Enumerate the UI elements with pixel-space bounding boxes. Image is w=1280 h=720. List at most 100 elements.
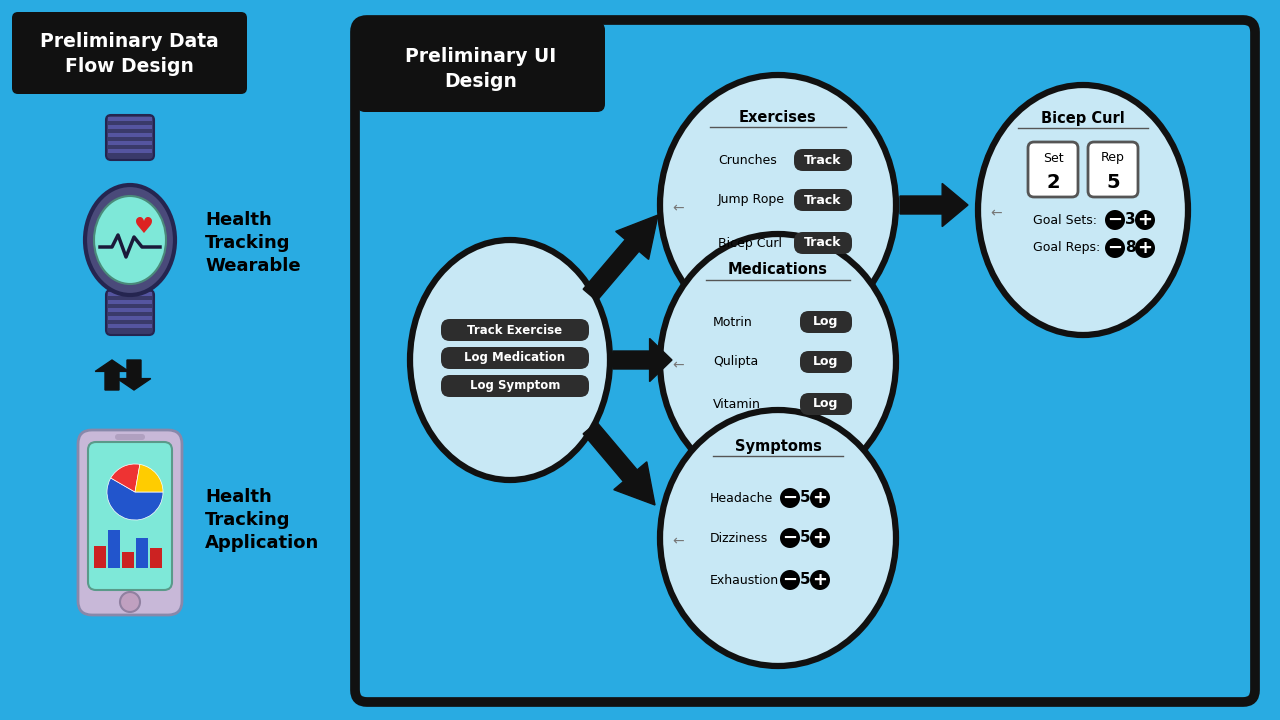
Text: +: +: [1138, 211, 1152, 229]
FancyBboxPatch shape: [442, 375, 589, 397]
Text: Preliminary Data
Flow Design: Preliminary Data Flow Design: [40, 32, 219, 76]
Wedge shape: [108, 478, 163, 520]
Text: Exhaustion: Exhaustion: [710, 574, 780, 587]
Text: Rep: Rep: [1101, 151, 1125, 164]
Bar: [108, 125, 152, 129]
Text: Symptoms: Symptoms: [735, 438, 822, 454]
FancyArrow shape: [118, 360, 151, 390]
Text: +: +: [813, 489, 827, 507]
Text: Crunches: Crunches: [718, 153, 777, 166]
Text: Vitamin: Vitamin: [713, 397, 760, 410]
Wedge shape: [134, 464, 163, 492]
FancyArrow shape: [613, 338, 672, 382]
FancyBboxPatch shape: [442, 347, 589, 369]
Bar: [150, 548, 163, 568]
Circle shape: [780, 528, 800, 548]
Text: 2: 2: [1046, 174, 1060, 192]
Text: Log Medication: Log Medication: [465, 351, 566, 364]
Ellipse shape: [660, 234, 896, 490]
FancyBboxPatch shape: [794, 189, 852, 211]
Circle shape: [1105, 210, 1125, 230]
FancyBboxPatch shape: [88, 442, 172, 590]
Text: Track: Track: [804, 194, 842, 207]
Text: Health
Tracking
Wearable: Health Tracking Wearable: [205, 211, 301, 275]
Text: Log: Log: [813, 397, 838, 410]
Text: Log Symptom: Log Symptom: [470, 379, 561, 392]
Text: 3: 3: [1125, 212, 1135, 228]
Text: Medications: Medications: [728, 263, 828, 277]
Bar: [108, 308, 152, 312]
Bar: [108, 292, 152, 296]
Text: Preliminary UI
Design: Preliminary UI Design: [406, 48, 557, 91]
Text: ←: ←: [672, 201, 684, 215]
Text: −: −: [782, 529, 797, 547]
FancyBboxPatch shape: [1028, 142, 1078, 197]
FancyArrow shape: [584, 215, 658, 301]
Text: ←: ←: [672, 358, 684, 372]
Text: 5: 5: [800, 531, 810, 546]
FancyBboxPatch shape: [794, 149, 852, 171]
FancyBboxPatch shape: [355, 20, 1254, 702]
Text: Set: Set: [1043, 151, 1064, 164]
Ellipse shape: [93, 196, 166, 284]
FancyBboxPatch shape: [78, 430, 182, 615]
FancyBboxPatch shape: [115, 434, 145, 440]
FancyBboxPatch shape: [357, 22, 605, 112]
Ellipse shape: [660, 75, 896, 335]
Text: Exercises: Exercises: [739, 109, 817, 125]
Bar: [108, 530, 120, 568]
Ellipse shape: [978, 85, 1188, 335]
Ellipse shape: [410, 240, 611, 480]
Circle shape: [780, 488, 800, 508]
Text: Track Exercise: Track Exercise: [467, 323, 563, 336]
FancyBboxPatch shape: [1088, 142, 1138, 197]
Text: ←: ←: [672, 534, 684, 548]
FancyBboxPatch shape: [106, 290, 154, 335]
FancyBboxPatch shape: [442, 319, 589, 341]
FancyArrow shape: [900, 184, 968, 227]
Bar: [108, 149, 152, 153]
Bar: [136, 538, 148, 568]
Text: Bicep Curl: Bicep Curl: [718, 236, 782, 250]
Ellipse shape: [84, 185, 175, 295]
Text: ♥: ♥: [134, 217, 154, 237]
FancyBboxPatch shape: [12, 12, 247, 94]
Bar: [108, 324, 152, 328]
Circle shape: [810, 570, 829, 590]
Bar: [93, 546, 106, 568]
Circle shape: [1105, 238, 1125, 258]
Circle shape: [780, 570, 800, 590]
Text: −: −: [1107, 211, 1123, 229]
FancyBboxPatch shape: [106, 115, 154, 160]
Text: Health
Tracking
Application: Health Tracking Application: [205, 488, 319, 552]
Circle shape: [1135, 238, 1155, 258]
Text: −: −: [782, 571, 797, 589]
Circle shape: [810, 488, 829, 508]
Bar: [122, 552, 134, 568]
Text: +: +: [813, 571, 827, 589]
Wedge shape: [111, 464, 140, 492]
Bar: [108, 141, 152, 145]
Text: 8: 8: [1125, 240, 1135, 256]
Text: Track: Track: [804, 236, 842, 250]
Text: Dizziness: Dizziness: [710, 531, 768, 544]
Text: 5: 5: [800, 490, 810, 505]
Ellipse shape: [660, 410, 896, 666]
Text: Motrin: Motrin: [713, 315, 753, 328]
Text: Goal Reps:: Goal Reps:: [1033, 241, 1101, 254]
Circle shape: [120, 592, 140, 612]
Text: 5: 5: [1106, 174, 1120, 192]
FancyBboxPatch shape: [794, 232, 852, 254]
Text: −: −: [1107, 239, 1123, 257]
Text: Goal Sets:: Goal Sets:: [1033, 214, 1097, 227]
Text: Qulipta: Qulipta: [713, 356, 758, 369]
Text: Headache: Headache: [710, 492, 773, 505]
FancyBboxPatch shape: [800, 311, 852, 333]
Text: −: −: [782, 489, 797, 507]
Circle shape: [810, 528, 829, 548]
FancyBboxPatch shape: [800, 351, 852, 373]
Text: Log: Log: [813, 356, 838, 369]
Text: Bicep Curl: Bicep Curl: [1041, 110, 1125, 125]
Text: Track: Track: [804, 153, 842, 166]
Text: ←: ←: [991, 206, 1002, 220]
